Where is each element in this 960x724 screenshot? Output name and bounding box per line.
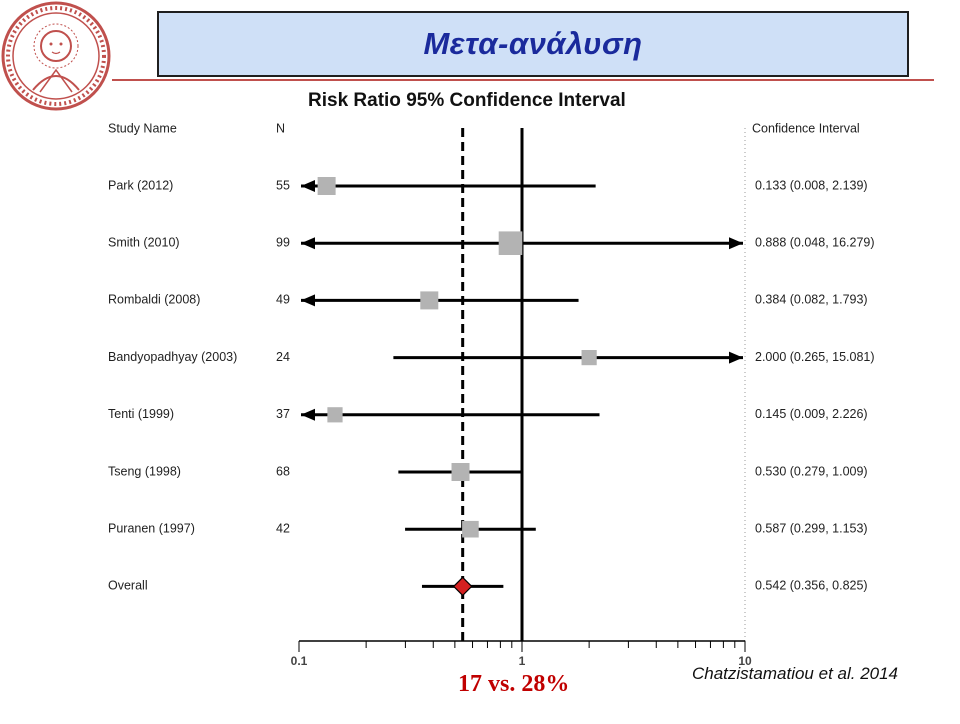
study-point-marker [581, 350, 597, 366]
header-study-name: Study Name [108, 121, 177, 135]
study-ci-label: 0.133 (0.008, 2.139) [755, 178, 868, 192]
study-n-label: 42 [276, 521, 290, 535]
overall-ci-label: 0.542 (0.356, 0.825) [755, 579, 868, 593]
study-ci-label: 0.530 (0.279, 1.009) [755, 464, 868, 478]
study-n-label: 99 [276, 235, 290, 249]
header-n: N [276, 121, 285, 135]
x-tick-label: 10 [738, 654, 752, 668]
x-tick-label: 0.1 [291, 654, 308, 668]
ci-arrow-left [301, 294, 315, 307]
study-point-marker [462, 520, 479, 538]
x-tick-label: 1 [519, 654, 526, 668]
study-n-label: 37 [276, 407, 290, 421]
header-confidence-interval: Confidence Interval [752, 121, 860, 135]
study-n-label: 24 [276, 350, 290, 364]
study-point-marker [420, 291, 439, 310]
study-name-label: Puranen (1997) [108, 521, 195, 535]
overall-diamond-marker [452, 576, 473, 597]
study-point-marker [317, 177, 336, 195]
study-ci-label: 0.384 (0.082, 1.793) [755, 293, 868, 307]
ci-arrow-left [301, 180, 315, 192]
study-point-marker [327, 407, 343, 423]
study-n-label: 68 [276, 464, 290, 478]
title-divider [112, 79, 934, 81]
study-name-label: Tseng (1998) [108, 464, 181, 478]
ci-arrow-right [729, 351, 743, 364]
chart-title: Risk Ratio 95% Confidence Interval [308, 90, 626, 111]
study-ci-label: 0.587 (0.299, 1.153) [755, 521, 868, 535]
study-name-label: Rombaldi (2008) [108, 293, 200, 307]
study-point-marker [498, 231, 523, 255]
source-credit: Chatzistamatiou et al. 2014 [692, 664, 899, 683]
study-n-label: 55 [276, 178, 290, 192]
overall-label: Overall [108, 579, 148, 593]
ci-arrow-left [301, 408, 315, 421]
study-ci-label: 0.888 (0.048, 16.279) [755, 235, 875, 249]
study-name-label: Bandyopadhyay (2003) [108, 350, 237, 364]
title-banner: Μετα-ανάλυση [157, 11, 909, 77]
study-n-label: 49 [276, 293, 290, 307]
ci-arrow-right [729, 237, 743, 250]
rate-note: 17 vs. 28% [458, 671, 570, 697]
university-seal-icon [1, 1, 111, 111]
study-name-label: Tenti (1999) [108, 407, 174, 421]
study-name-label: Park (2012) [108, 178, 173, 192]
study-ci-label: 0.145 (0.009, 2.226) [755, 407, 868, 421]
study-name-label: Smith (2010) [108, 235, 180, 249]
study-point-marker [451, 463, 470, 481]
slide-title: Μετα-ανάλυση [423, 26, 643, 61]
study-ci-label: 2.000 (0.265, 15.081) [755, 350, 875, 364]
ci-arrow-left [301, 237, 315, 250]
